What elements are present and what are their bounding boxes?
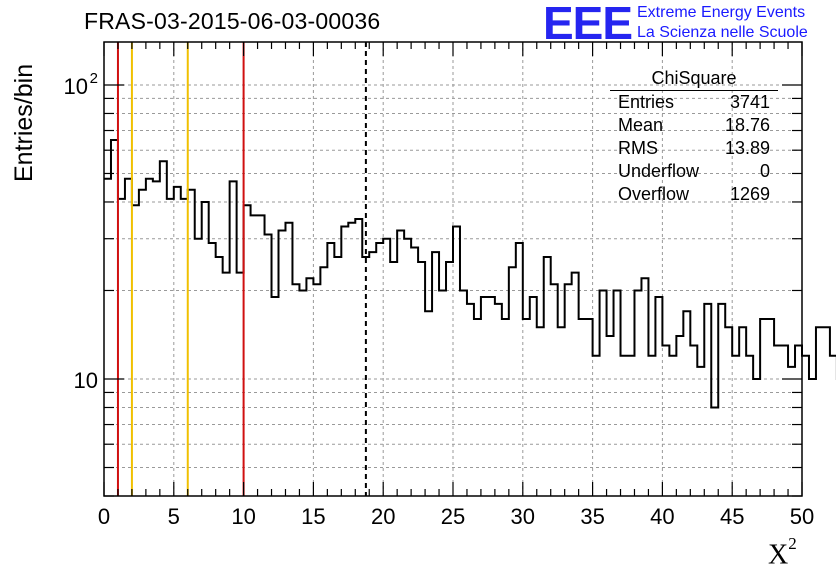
y-tick-label: 10 xyxy=(64,74,88,99)
stats-label: Mean xyxy=(618,115,664,135)
stats-divider xyxy=(610,90,778,91)
logo-line-1: Extreme Energy Events xyxy=(637,4,806,21)
eee-logo: EEE xyxy=(543,0,633,49)
stats-row-mean: Mean 18.76 xyxy=(610,114,778,137)
stats-label: Underflow xyxy=(618,161,700,181)
stats-value: 0 xyxy=(759,161,770,181)
stats-value: 3741 xyxy=(729,92,770,112)
run-title: FRAS-03-2015-06-03-00036 xyxy=(84,8,381,34)
stats-value: 1269 xyxy=(729,184,770,204)
stats-row-underflow: Underflow 0 xyxy=(610,160,778,183)
x-axis-label-base: X xyxy=(768,539,789,571)
y-tick-label: 10 xyxy=(74,368,98,393)
stats-value: 13.89 xyxy=(724,138,770,158)
stats-row-entries: Entries 3741 xyxy=(610,91,778,114)
stats-title: ChiSquare xyxy=(651,68,737,88)
x-tick-label: 0 xyxy=(98,504,110,529)
x-tick-label: 40 xyxy=(650,504,674,529)
x-tick-label: 35 xyxy=(580,504,604,529)
x-tick-label: 20 xyxy=(371,504,395,529)
stats-row-rms: RMS 13.89 xyxy=(610,137,778,160)
stats-row-overflow: Overflow 1269 xyxy=(610,183,778,206)
x-axis-label-exponent: 2 xyxy=(788,534,797,553)
histogram-series xyxy=(104,138,836,409)
x-tick-label: 15 xyxy=(301,504,325,529)
y-tick-label-exponent: 2 xyxy=(90,70,98,87)
stats-value: 18.76 xyxy=(724,115,770,135)
x-tick-label: 30 xyxy=(511,504,535,529)
x-tick-label: 10 xyxy=(231,504,255,529)
stats-label: RMS xyxy=(618,138,658,158)
logo-line-2: La Scienza nelle Scuole xyxy=(637,24,808,41)
stats-label: Entries xyxy=(618,92,675,112)
x-tick-label: 25 xyxy=(441,504,465,529)
x-tick-label: 50 xyxy=(790,504,814,529)
x-tick-label: 45 xyxy=(720,504,744,529)
x-axis-label: X2 xyxy=(768,534,797,571)
y-axis-label: Entries/bin xyxy=(10,63,38,182)
stats-box: ChiSquare Entries 3741 Mean 18.76 RMS 13.89… xyxy=(610,66,778,206)
x-tick-label: 5 xyxy=(168,504,180,529)
stats-label: Overflow xyxy=(618,184,690,204)
